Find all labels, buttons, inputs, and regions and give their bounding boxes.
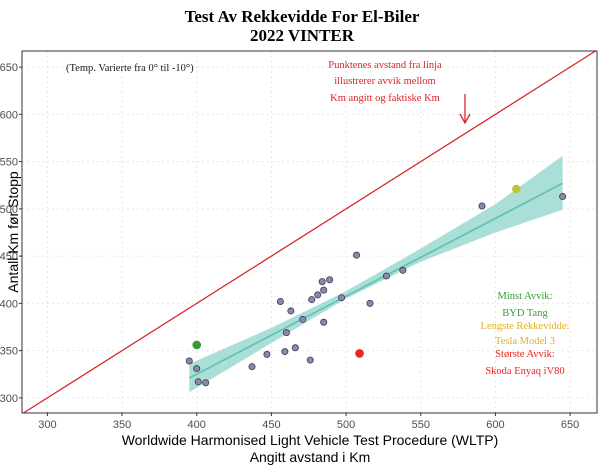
y-axis-title: Antall Km før Stopp — [5, 171, 21, 293]
data-point — [478, 202, 486, 210]
data-point — [353, 251, 361, 259]
data-point — [399, 266, 407, 274]
data-point — [308, 296, 316, 304]
y-tick-label: 450 — [0, 251, 18, 263]
data-point — [193, 365, 201, 373]
y-tick-label: 550 — [0, 157, 18, 169]
data-point — [320, 318, 328, 326]
side-label: Lengste Rekkevidde: — [481, 321, 570, 332]
data-point — [287, 307, 295, 315]
x-axis-title-line1: Worldwide Harmonised Light Vehicle Test … — [122, 432, 499, 448]
data-point — [318, 278, 326, 286]
reference-line-layer — [23, 50, 596, 414]
y-tick-label: 400 — [0, 298, 18, 310]
data-point — [382, 272, 390, 280]
highlight-point — [192, 340, 202, 350]
deviation-note-line: illustrerer avvik mellom — [334, 76, 435, 87]
x-tick-label: 350 — [113, 419, 131, 431]
data-point — [338, 294, 346, 302]
x-tick-label: 650 — [561, 419, 579, 431]
x-tick-label: 300 — [38, 419, 56, 431]
y-tick-label: 600 — [0, 109, 18, 121]
side-label: Skoda Enyaq iV80 — [485, 366, 564, 377]
y-tick-label: 500 — [0, 204, 18, 216]
data-point — [248, 363, 256, 371]
side-legend: Minst Avvik: BYD Tang Lengste Rekkevidde: T… — [481, 291, 570, 377]
data-point — [185, 357, 193, 365]
data-point — [326, 276, 334, 284]
x-tick-label: 450 — [262, 419, 280, 431]
data-points-layer — [185, 193, 567, 387]
x-tick-label: 600 — [486, 419, 504, 431]
data-point — [276, 297, 284, 305]
side-label: Tesla Model 3 — [495, 336, 555, 347]
x-axis-ticks: 300 350 400 450 500 550 600 650 — [38, 413, 579, 431]
side-label: Største Avvik: — [495, 349, 555, 360]
y-tick-label: 650 — [0, 62, 18, 74]
chart-subtitle: 2022 VINTER — [250, 26, 355, 45]
data-point — [291, 344, 299, 352]
data-point — [306, 356, 314, 364]
data-point — [320, 286, 328, 294]
data-point — [299, 315, 307, 323]
reference-line-y-equals-x — [23, 50, 596, 414]
deviation-note: Punktenes avstand fra linja illustrerer … — [328, 60, 442, 104]
deviation-note-line: Km angitt og faktiske Km — [330, 93, 440, 104]
data-point — [281, 348, 289, 356]
regression-line — [188, 182, 564, 379]
x-tick-label: 500 — [337, 419, 355, 431]
deviation-arrow — [459, 94, 471, 125]
data-point — [314, 291, 322, 299]
y-axis-ticks: 300 350 400 450 500 550 600 650 — [0, 62, 22, 405]
plot-panel-border — [21, 50, 598, 414]
data-point — [282, 329, 290, 337]
arrow-head-icon — [459, 113, 471, 125]
x-tick-label: 400 — [188, 419, 206, 431]
side-label: Minst Avvik: — [498, 291, 553, 302]
highlight-point — [355, 349, 364, 358]
chart-title: Test Av Rekkevidde For El-Biler — [185, 7, 420, 26]
y-tick-label: 300 — [0, 393, 18, 405]
deviation-note-line: Punktenes avstand fra linja — [328, 60, 442, 71]
data-point — [263, 350, 271, 358]
data-point — [366, 299, 374, 307]
grid-lines — [22, 51, 597, 413]
data-point — [202, 379, 210, 387]
y-tick-label: 350 — [0, 346, 18, 358]
side-label: BYD Tang — [502, 308, 548, 319]
x-tick-label: 550 — [412, 419, 430, 431]
highlight-points-layer — [192, 184, 521, 358]
temperature-note: (Temp. Varierte fra 0° til -10°) — [66, 63, 194, 74]
data-point — [559, 193, 567, 201]
x-axis-title-line2: Angitt avstand i Km — [250, 449, 371, 465]
confidence-band — [189, 155, 563, 393]
confidence-band-layer — [188, 155, 564, 393]
highlight-point — [512, 184, 521, 194]
data-point — [194, 378, 202, 386]
